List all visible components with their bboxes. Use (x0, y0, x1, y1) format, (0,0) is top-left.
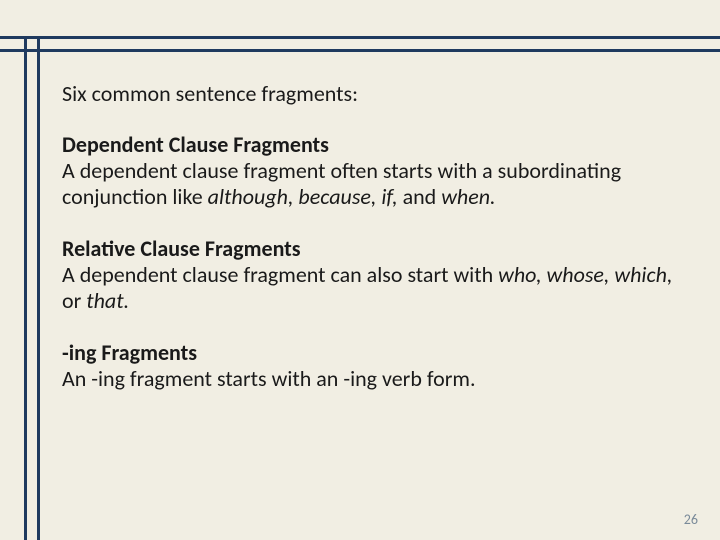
body-italic: although, because, if, (208, 183, 398, 210)
body-text: A dependent clause fragment can also sta… (62, 261, 498, 288)
vertical-rule (37, 36, 40, 540)
slide-content: Six common sentence fragments: Dependent… (62, 80, 680, 416)
intro-text: Six common sentence fragments: (62, 80, 680, 107)
section-body: An -ing fragment starts with an -ing ver… (62, 366, 680, 392)
section-ing-fragments: -ing Fragments An -ing fragment starts w… (62, 339, 680, 392)
horizontal-rule (0, 49, 720, 52)
section-body: A dependent clause fragment can also sta… (62, 262, 680, 315)
section-relative-clause: Relative Clause Fragments A dependent cl… (62, 235, 680, 315)
page-number: 26 (684, 511, 698, 528)
left-double-rule (24, 36, 40, 540)
body-text: or (62, 287, 86, 314)
top-double-rule (0, 36, 720, 52)
section-body: A dependent clause fragment often starts… (62, 158, 680, 211)
body-text: An -ing fragment starts with an -ing ver… (62, 365, 476, 392)
body-text: and (398, 183, 442, 210)
body-italic: who, whose, which, (498, 261, 672, 288)
section-heading: Dependent Clause Fragments (62, 131, 680, 158)
body-italic: that. (86, 287, 129, 314)
section-heading: Relative Clause Fragments (62, 235, 680, 262)
section-heading: -ing Fragments (62, 339, 680, 366)
body-italic: when. (441, 183, 495, 210)
section-dependent-clause: Dependent Clause Fragments A dependent c… (62, 131, 680, 211)
